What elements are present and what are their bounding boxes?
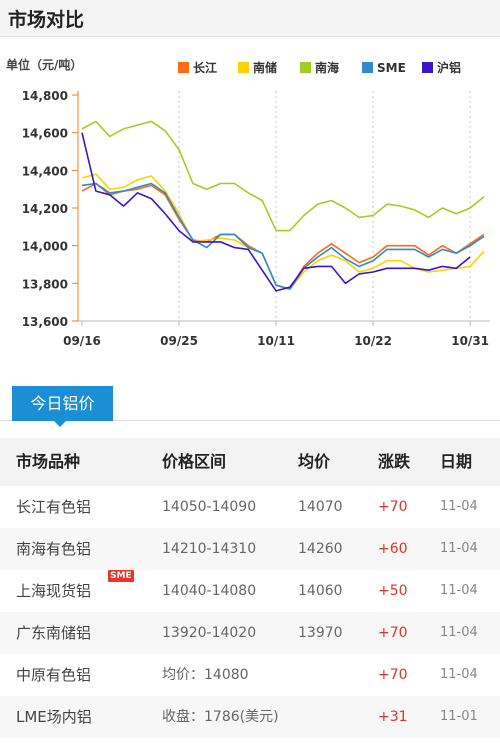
price-table: 市场品种 价格区间 均价 涨跌 日期 长江有色铝 14050-14090 140…: [0, 438, 500, 738]
legend-label: 长江: [193, 60, 217, 75]
cell-date: 11-04: [440, 541, 478, 556]
cell-range: 14050-14090: [162, 499, 257, 515]
legend-swatch: [300, 62, 311, 73]
header-change: 涨跌: [378, 452, 411, 471]
legend-swatch: [178, 62, 189, 73]
table-row[interactable]: 上海现货铝 14040-14080 14060 +50 11-04: [0, 570, 500, 612]
cell-date: 11-04: [440, 625, 478, 640]
x-tick-label: 09/25: [160, 334, 198, 348]
table-row[interactable]: 广东南储铝 13920-14020 13970 +70 11-04: [0, 612, 500, 654]
cell-range: 14210-14310: [162, 541, 257, 557]
legend-label: 南储: [253, 60, 277, 75]
cell-market[interactable]: 中原有色铝: [16, 666, 92, 684]
legend-swatch: [238, 62, 249, 73]
header-market: 市场品种: [16, 452, 81, 471]
tab-arrow: [54, 421, 66, 427]
cell-range: 收盘：1786(美元): [162, 709, 279, 725]
table-row[interactable]: LME场内铝 收盘：1786(美元) +31 11-01: [0, 696, 500, 738]
cell-date: 11-04: [440, 667, 478, 682]
cell-market[interactable]: 广东南储铝: [16, 624, 92, 642]
cell-market[interactable]: LME场内铝: [16, 708, 92, 726]
cell-change: +70: [378, 499, 408, 515]
cell-change: +31: [378, 709, 408, 725]
y-tick-label: 13,600: [22, 315, 68, 329]
cell-change: +70: [378, 667, 408, 683]
cell-avg: 14260: [298, 541, 343, 557]
y-tick-label: 14,400: [22, 164, 68, 178]
table-row[interactable]: 长江有色铝 14050-14090 14070 +70 11-04: [0, 486, 500, 528]
y-tick-label: 14,800: [22, 89, 68, 103]
page-header: 市场对比: [0, 0, 500, 37]
series-line: [81, 182, 485, 290]
cell-avg: 13970: [298, 625, 343, 641]
cell-market[interactable]: 南海有色铝: [16, 540, 92, 558]
x-tick-label: 09/16: [63, 334, 101, 348]
cell-range: 13920-14020: [162, 625, 257, 641]
cell-date: 11-04: [440, 499, 478, 514]
cell-range: 均价：14080: [162, 667, 249, 683]
section-divider: [0, 420, 500, 421]
header-avg: 均价: [298, 452, 331, 471]
series-line: [81, 120, 485, 232]
y-tick-label: 14,000: [22, 240, 68, 254]
series-line: [81, 173, 485, 290]
series-line: [81, 132, 471, 292]
y-tick-label: 14,600: [22, 127, 68, 141]
sme-badge: SME: [108, 570, 134, 582]
series-line: [81, 182, 485, 290]
header-range: 价格区间: [162, 452, 227, 471]
cell-change: +60: [378, 541, 408, 557]
cell-market[interactable]: 长江有色铝: [16, 498, 92, 516]
legend-label: SME: [377, 61, 406, 75]
cell-change: +70: [378, 625, 408, 641]
y-tick-label: 14,200: [22, 202, 68, 216]
cell-range: 14040-14080: [162, 583, 257, 599]
cell-avg: 14060: [298, 583, 343, 599]
page-title: 市场对比: [8, 9, 85, 31]
x-tick-label: 10/31: [451, 334, 489, 348]
cell-change: +50: [378, 583, 408, 599]
legend-label: 沪铝: [437, 60, 461, 75]
cell-market[interactable]: 上海现货铝: [16, 582, 92, 600]
table-row[interactable]: 南海有色铝 14210-14310 14260 +60 11-04: [0, 528, 500, 570]
header-date: 日期: [440, 452, 473, 471]
cell-date: 11-01: [440, 709, 478, 724]
market-comparison-chart: 单位（元/吨） 13,600 13,800 14,000 14,200 14,400 14,…: [6, 57, 490, 348]
table-header-row: 市场品种 价格区间 均价 涨跌 日期: [0, 438, 500, 486]
x-tick-label: 10/11: [257, 334, 295, 348]
tab-today-aluminum-price[interactable]: 今日铝价: [12, 386, 113, 421]
legend-label: 南海: [315, 60, 339, 75]
cell-date: 11-04: [440, 583, 478, 598]
x-tick-label: 10/22: [354, 334, 392, 348]
y-axis-label: 单位（元/吨）: [6, 57, 82, 72]
legend-swatch: [362, 62, 373, 73]
legend-swatch: [422, 62, 433, 73]
y-tick-label: 13,800: [22, 277, 68, 291]
cell-avg: 14070: [298, 499, 343, 515]
table-row[interactable]: 中原有色铝 均价：14080 +70 11-04: [0, 654, 500, 696]
